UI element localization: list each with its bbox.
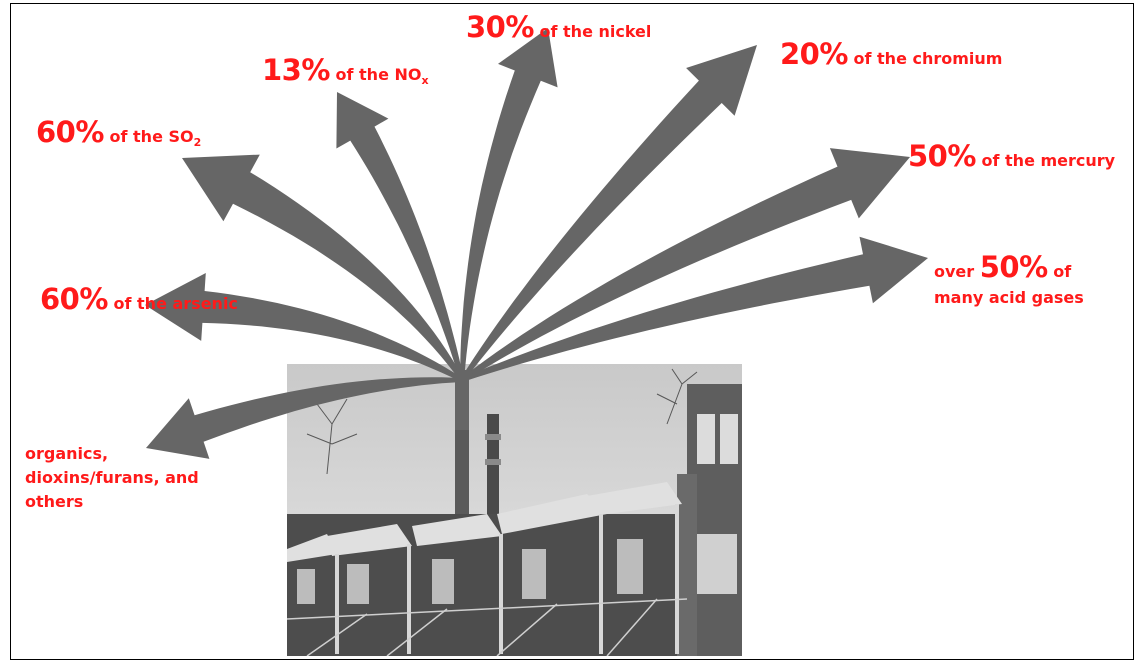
arrow-chromium [460, 45, 757, 382]
arrow-nickel [460, 28, 558, 381]
arrow-mercury [460, 148, 910, 382]
label-organics: organics, dioxins/furans, and others [25, 444, 199, 511]
arrow-nox [336, 92, 464, 381]
label-so2: 60% of the SO2 [36, 115, 202, 149]
label-nox: 13% of the NOx [262, 53, 429, 87]
slide-frame [10, 3, 1134, 660]
label-mercury: 50% of the mercury [908, 139, 1116, 173]
label-arsenic: 60% of the arsenic [40, 282, 238, 316]
arrow-so2 [182, 154, 464, 382]
row-houses-photo [287, 364, 742, 656]
label-nickel: 30% of the nickel [466, 10, 652, 44]
arrow-arsenic [145, 273, 463, 382]
label-acid-gases: over 50% of many acid gases [934, 250, 1084, 307]
arrow-organics [146, 377, 462, 459]
stack-shaft [455, 370, 469, 430]
arrow-acid-gases [461, 236, 928, 382]
label-chromium: 20% of the chromium [780, 37, 1003, 71]
